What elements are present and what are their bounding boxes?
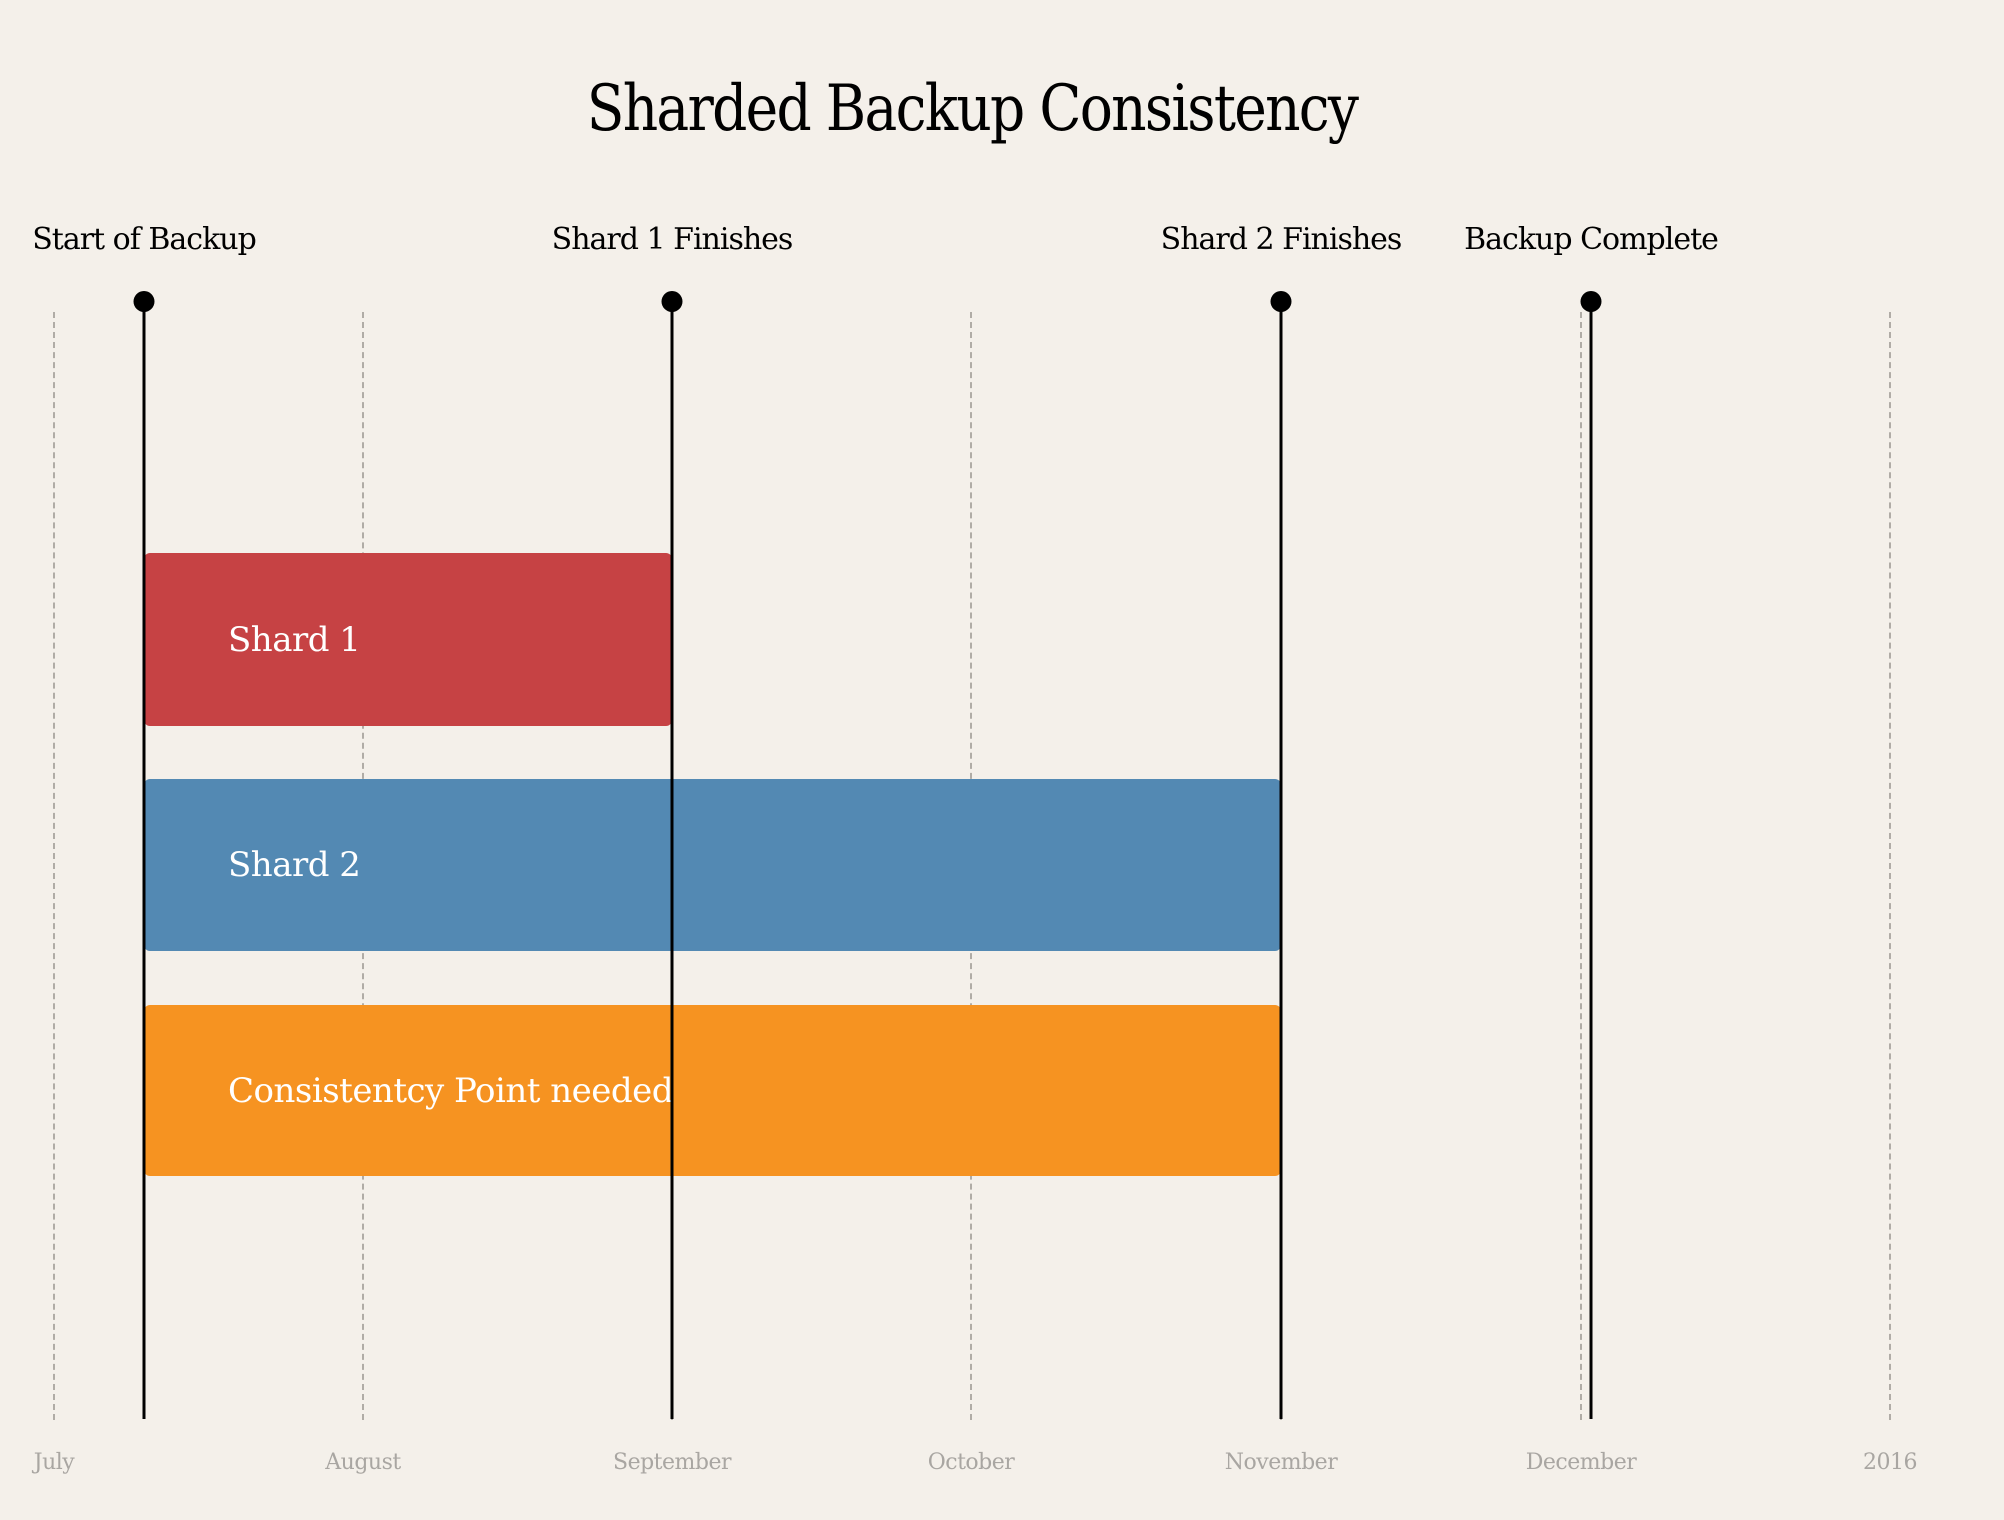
bar-label: Consistentcy Point needed [228,1070,674,1111]
axis-tick-label: October [927,1450,1015,1475]
event-marker-icon [661,291,683,312]
bar-label: Shard 2 [228,845,361,885]
event-marker-icon [1270,291,1292,312]
axis-tick-label: 2016 [1863,1450,1918,1475]
event-label: Backup Complete [1464,222,1719,257]
bar-shard-2: Shard 2 [144,779,1281,951]
event-line [1279,301,1283,1419]
bar-shard-1: Shard 1 [144,553,672,726]
axis-tick-label: August [325,1450,401,1475]
event-label: Shard 1 Finishes [551,222,794,257]
gridline [53,312,55,1420]
gridline [1889,312,1891,1420]
axis-tick-label: November [1224,1450,1338,1475]
event-line [1589,301,1593,1419]
event-label: Shard 2 Finishes [1160,222,1403,257]
chart-title: Sharded Backup Consistency [586,72,1359,146]
event-marker-icon [133,291,155,312]
gridline [1580,312,1582,1420]
event-label: Start of Backup [32,222,257,257]
bar-label: Shard 1 [228,619,361,660]
bar-consistentcy-point-needed: Consistentcy Point needed [144,1005,1281,1176]
event-marker-icon [1580,291,1602,312]
axis-tick-label: July [33,1450,75,1475]
event-line [670,301,674,1419]
axis-tick-label: September [612,1450,732,1475]
axis-tick-label: December [1525,1450,1637,1475]
event-line [142,301,146,1419]
